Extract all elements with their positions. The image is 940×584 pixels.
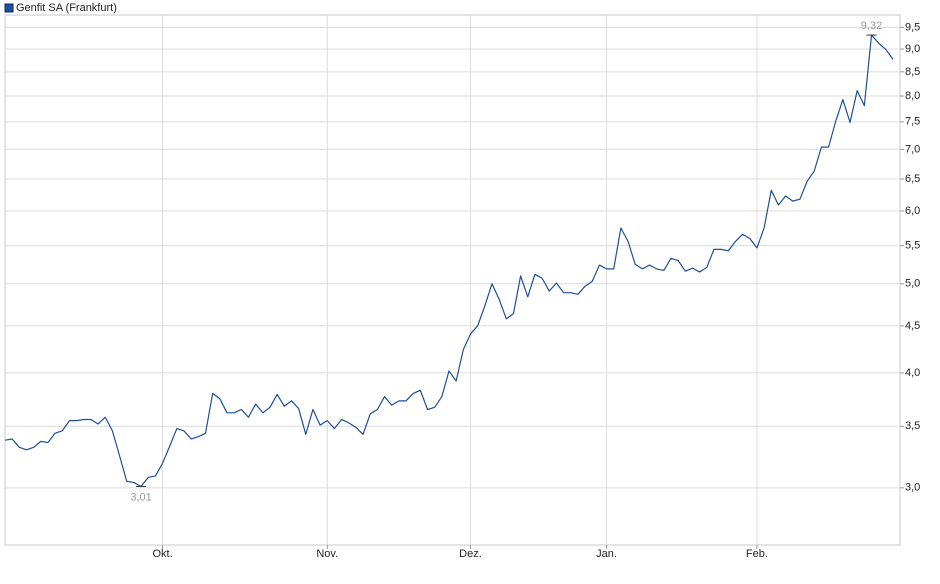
x-tick-label: Okt. bbox=[152, 548, 172, 560]
y-tick-label: 3,0 bbox=[905, 482, 920, 494]
legend-label: Genfit SA (Frankfurt) bbox=[16, 2, 117, 14]
y-tick-label: 8,5 bbox=[905, 66, 920, 78]
x-tick-label: Dez. bbox=[459, 548, 482, 560]
price-line bbox=[4, 34, 894, 488]
y-tick-label: 9,0 bbox=[905, 43, 920, 55]
x-tick-label: Nov. bbox=[316, 548, 338, 560]
y-tick-label: 9,5 bbox=[905, 21, 920, 33]
legend-swatch bbox=[4, 3, 14, 13]
x-tick-label: Jan. bbox=[596, 548, 617, 560]
y-tick-label: 4,5 bbox=[905, 320, 920, 332]
y-tick-label: 5,0 bbox=[905, 278, 920, 290]
y-tick-label: 6,5 bbox=[905, 173, 920, 185]
x-tick-label: Feb. bbox=[746, 548, 768, 560]
y-tick-label: 5,5 bbox=[905, 240, 920, 252]
y-tick-label: 3,5 bbox=[905, 420, 920, 432]
value-label: 9,32 bbox=[861, 20, 882, 32]
y-tick-label: 7,5 bbox=[905, 116, 920, 128]
y-tick-label: 6,0 bbox=[905, 205, 920, 217]
plot-area bbox=[4, 14, 901, 546]
y-tick-label: 7,0 bbox=[905, 143, 920, 155]
value-label: 3,01 bbox=[130, 491, 151, 503]
y-tick-label: 4,0 bbox=[905, 367, 920, 379]
y-tick-label: 8,0 bbox=[905, 90, 920, 102]
